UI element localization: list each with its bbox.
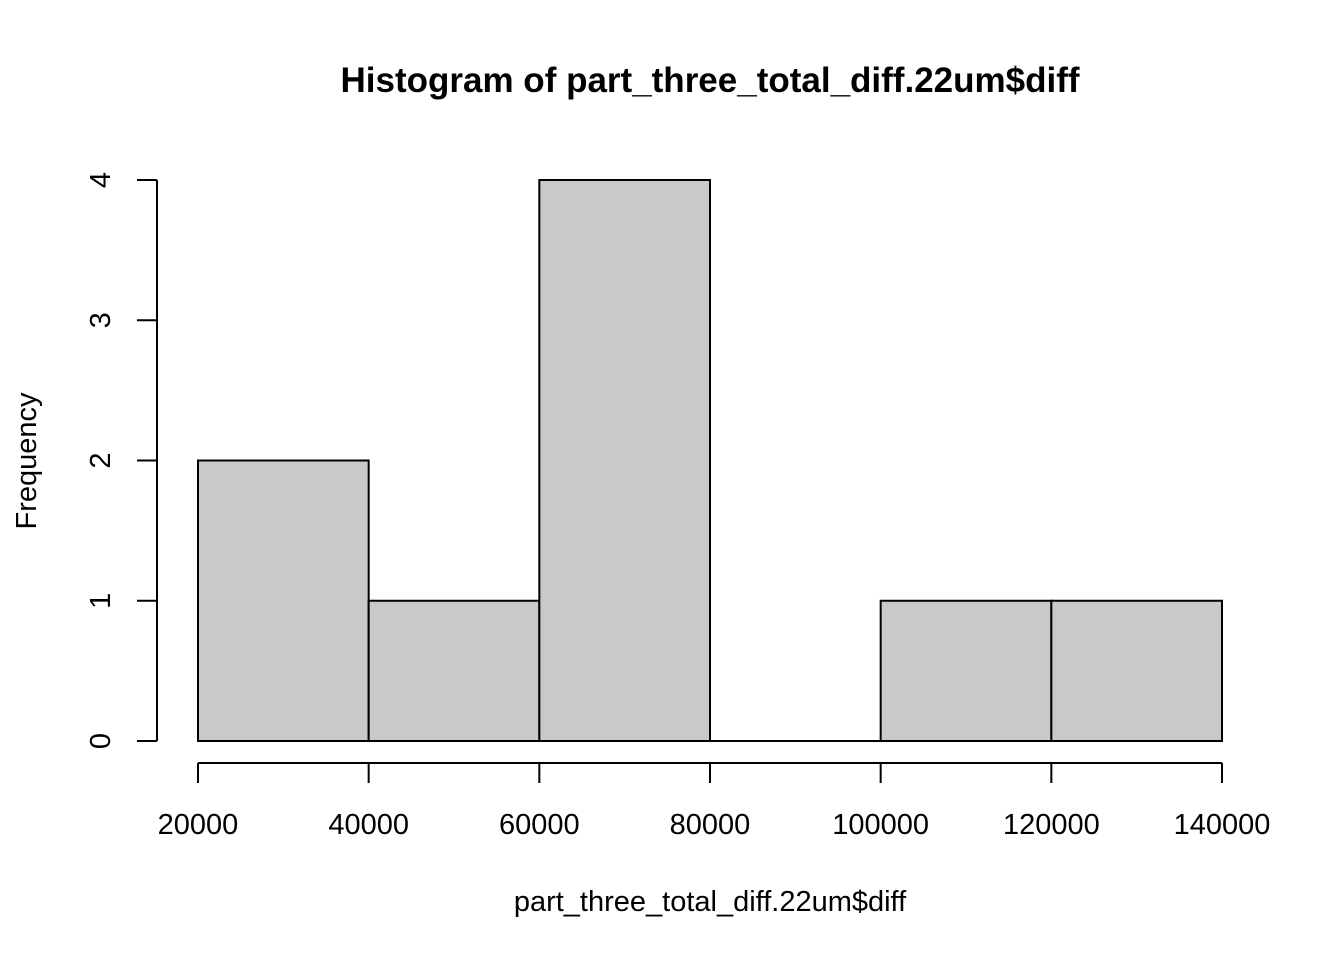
- histogram-bar-5: [1050, 599, 1224, 742]
- x-axis-label: part_three_total_diff.22um$diff: [514, 886, 907, 918]
- bars-layer: [197, 179, 1224, 742]
- y-tick-label-0: 0: [85, 733, 117, 749]
- y-tick-label-1: 1: [85, 593, 117, 609]
- y-tick-label-2: 2: [85, 452, 117, 468]
- histogram-bar-2: [538, 179, 711, 742]
- x-axis: 20000 40000 60000 80000 100000 120000 140000: [158, 762, 1271, 841]
- x-tick-label-3: 80000: [670, 809, 751, 841]
- x-tick-label-2: 60000: [499, 809, 580, 841]
- x-tick-label-6: 140000: [1174, 809, 1271, 841]
- chart-title: Histogram of part_three_total_diff.22um$…: [341, 61, 1080, 100]
- y-tick-label-4: 4: [85, 172, 117, 188]
- x-tick-label-4: 100000: [832, 809, 929, 841]
- y-axis-label: Frequency: [11, 392, 43, 530]
- x-tick-label-5: 120000: [1003, 809, 1100, 841]
- y-axis: 0 1 2 3 4: [85, 172, 158, 749]
- y-tick-label-3: 3: [85, 312, 117, 328]
- histogram-bar-4: [879, 599, 1053, 742]
- x-tick-label-1: 40000: [328, 809, 409, 841]
- x-tick-label-0: 20000: [158, 809, 239, 841]
- histogram-bar-0: [197, 459, 370, 742]
- histogram-bar-1: [367, 599, 541, 742]
